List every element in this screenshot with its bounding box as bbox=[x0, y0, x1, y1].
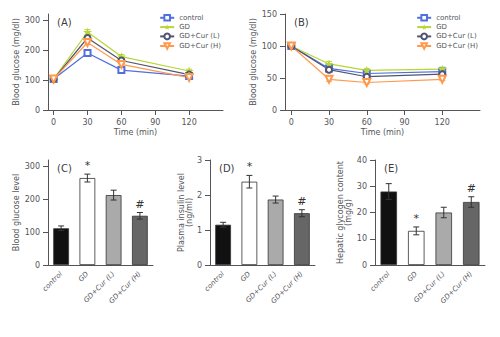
svg-text:Time (min): Time (min) bbox=[360, 128, 404, 137]
svg-text:60: 60 bbox=[116, 118, 126, 127]
svg-text:2: 2 bbox=[197, 191, 202, 200]
svg-text:*: * bbox=[85, 159, 91, 172]
svg-text:90: 90 bbox=[399, 118, 409, 127]
svg-text:GD+Cur (L): GD+Cur (L) bbox=[244, 270, 279, 305]
svg-text:100: 100 bbox=[262, 42, 277, 51]
svg-text:(D): (D) bbox=[219, 163, 235, 174]
svg-text:300: 300 bbox=[25, 16, 40, 25]
svg-text:10: 10 bbox=[357, 234, 367, 243]
svg-text:*: * bbox=[247, 160, 253, 173]
svg-text:(B): (B) bbox=[294, 17, 309, 28]
svg-text:0: 0 bbox=[289, 118, 294, 127]
svg-text:200: 200 bbox=[25, 195, 40, 204]
svg-text:GD: GD bbox=[77, 270, 91, 284]
svg-text:GD+Cur (H): GD+Cur (H) bbox=[108, 270, 143, 305]
svg-text:0: 0 bbox=[362, 261, 367, 270]
svg-text:GD: GD bbox=[406, 270, 420, 284]
svg-text:120: 120 bbox=[435, 118, 450, 127]
svg-text:#: # bbox=[297, 195, 306, 208]
svg-text:60: 60 bbox=[362, 118, 372, 127]
svg-text:GD+Cur (L): GD+Cur (L) bbox=[82, 270, 117, 305]
svg-text:control: control bbox=[41, 270, 64, 293]
svg-text:50: 50 bbox=[267, 74, 277, 83]
svg-text:control: control bbox=[203, 270, 226, 293]
svg-text:150: 150 bbox=[262, 10, 277, 19]
svg-text:Blood glucose (mg/dl): Blood glucose (mg/dl) bbox=[12, 18, 21, 106]
svg-text:1: 1 bbox=[197, 226, 202, 235]
svg-text:GD: GD bbox=[179, 23, 190, 31]
svg-text:0: 0 bbox=[197, 261, 202, 270]
svg-text:30: 30 bbox=[357, 182, 367, 191]
svg-text:0: 0 bbox=[272, 106, 277, 115]
svg-text:control: control bbox=[436, 14, 460, 22]
svg-text:40: 40 bbox=[357, 156, 367, 165]
svg-text:Plasma insulin level: Plasma insulin level bbox=[176, 173, 186, 252]
svg-text:200: 200 bbox=[25, 46, 40, 55]
svg-text:GD+Cur (L): GD+Cur (L) bbox=[436, 32, 477, 40]
svg-text:GD+Cur (H): GD+Cur (H) bbox=[436, 42, 478, 50]
svg-text:GD+Cur (L): GD+Cur (L) bbox=[412, 270, 447, 305]
svg-text:300: 300 bbox=[25, 162, 40, 171]
svg-text:(A): (A) bbox=[57, 17, 72, 28]
svg-text:Blood glucose level: Blood glucose level bbox=[12, 174, 21, 251]
svg-text:0: 0 bbox=[35, 261, 40, 270]
svg-text:Blood glucose (mg/dl): Blood glucose (mg/dl) bbox=[249, 18, 258, 106]
svg-text:0: 0 bbox=[35, 106, 40, 115]
svg-text:GD+Cur (H): GD+Cur (H) bbox=[439, 270, 474, 305]
svg-text:0: 0 bbox=[51, 118, 56, 127]
svg-text:control: control bbox=[179, 14, 203, 22]
svg-text:control: control bbox=[369, 270, 392, 293]
svg-text:3: 3 bbox=[197, 156, 202, 165]
svg-text:100: 100 bbox=[25, 76, 40, 85]
svg-text:Time (min): Time (min) bbox=[113, 128, 157, 137]
svg-text:(ng/ml): (ng/ml) bbox=[185, 198, 194, 227]
svg-text:#: # bbox=[135, 198, 144, 211]
svg-text:Hepatic glycogen content: Hepatic glycogen content bbox=[336, 161, 346, 264]
svg-text:GD+Cur (H): GD+Cur (H) bbox=[179, 42, 221, 50]
svg-text:(C): (C) bbox=[57, 163, 72, 174]
svg-text:30: 30 bbox=[82, 118, 92, 127]
svg-text:GD+Cur (H): GD+Cur (H) bbox=[270, 270, 305, 305]
svg-text:#: # bbox=[467, 182, 476, 195]
svg-text:*: * bbox=[414, 212, 420, 225]
svg-text:30: 30 bbox=[324, 118, 334, 127]
svg-text:20: 20 bbox=[357, 208, 367, 217]
svg-text:GD: GD bbox=[436, 23, 447, 31]
svg-text:GD: GD bbox=[239, 270, 253, 284]
svg-text:90: 90 bbox=[150, 118, 160, 127]
svg-text:120: 120 bbox=[181, 118, 196, 127]
svg-text:GD+Cur (L): GD+Cur (L) bbox=[179, 32, 220, 40]
svg-text:(mg/g): (mg/g) bbox=[344, 199, 353, 226]
svg-text:100: 100 bbox=[25, 228, 40, 237]
svg-text:(E): (E) bbox=[384, 163, 398, 174]
